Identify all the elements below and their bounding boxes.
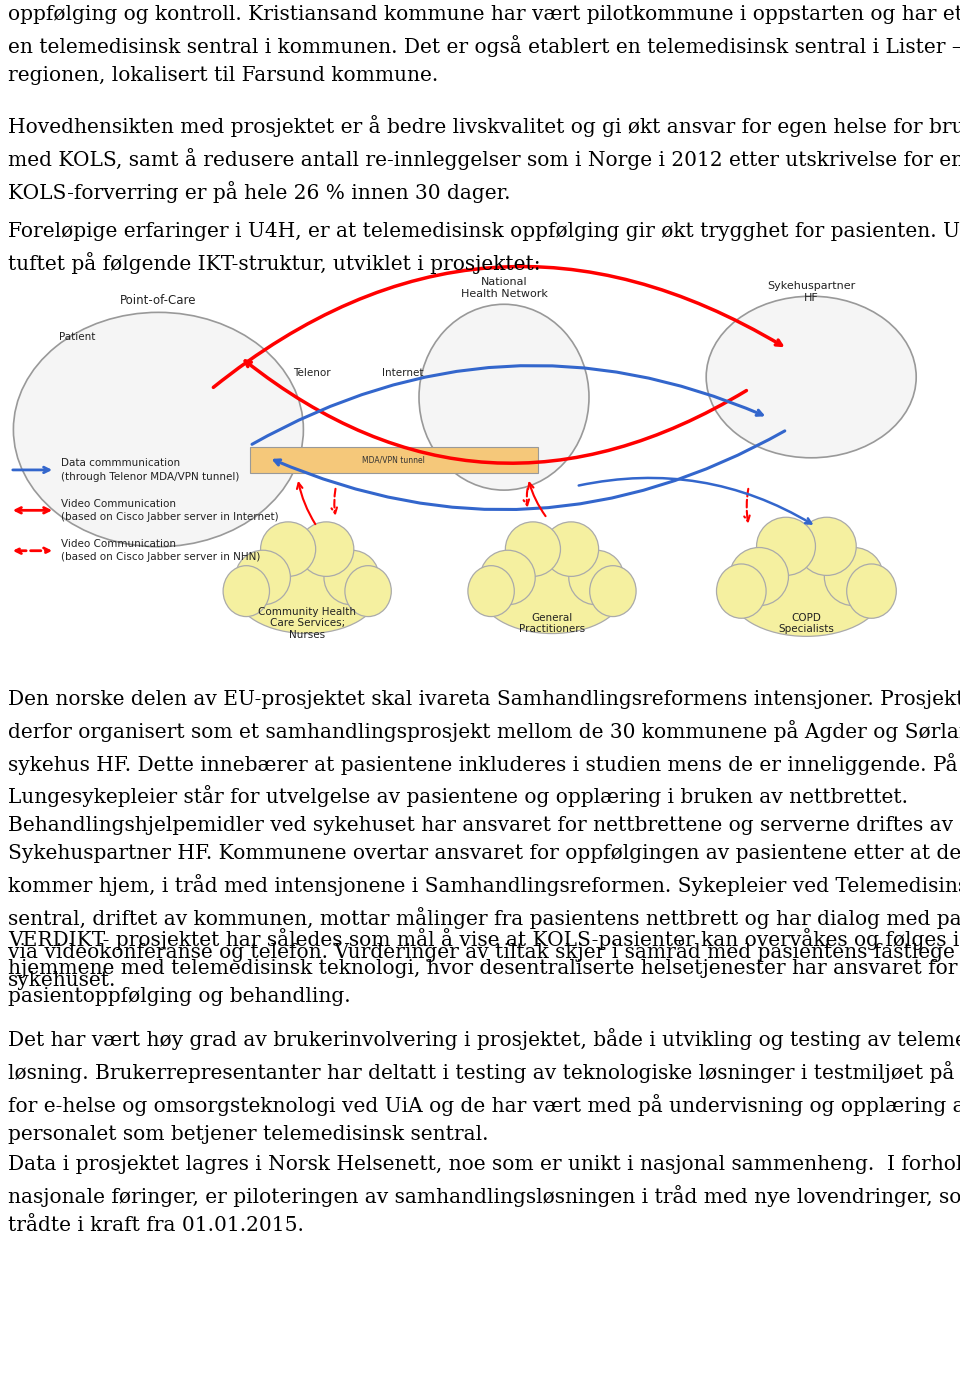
Text: Video Communication
(based on Cisco Jabber server in Internet): Video Communication (based on Cisco Jabb… [61,498,278,522]
Ellipse shape [480,550,536,605]
Ellipse shape [847,564,897,619]
Ellipse shape [234,549,380,634]
Text: Telenor: Telenor [293,368,331,378]
Text: Det har vært høy grad av brukerinvolvering i prosjektet, både i utvikling og tes: Det har vært høy grad av brukerinvolveri… [8,1028,960,1144]
Text: Sykehuspartner
HF: Sykehuspartner HF [767,281,855,302]
Ellipse shape [729,546,884,637]
Text: Internet: Internet [382,368,424,378]
Ellipse shape [756,517,815,575]
Ellipse shape [716,564,766,619]
Text: COPD
Specialists: COPD Specialists [779,613,834,634]
Text: Community Health
Care Services;
Nurses: Community Health Care Services; Nurses [258,606,356,640]
Ellipse shape [730,547,788,606]
Ellipse shape [825,547,883,606]
Ellipse shape [419,304,589,490]
Text: MDA/VPN tunnel: MDA/VPN tunnel [362,455,425,465]
Ellipse shape [235,550,291,605]
Ellipse shape [707,297,916,458]
Text: National
Health Network: National Health Network [461,277,547,300]
Text: Patient: Patient [59,332,95,342]
Bar [250,447,538,473]
Text: VERDIKT- prosjektet har således som mål å vise at KOLS-pasienter kan overvåkes o: VERDIKT- prosjektet har således som mål … [8,928,960,1007]
Ellipse shape [543,522,599,577]
Text: Den norske delen av EU-prosjektet skal ivareta Samhandlingsreformens intensjoner: Den norske delen av EU-prosjektet skal i… [8,690,960,990]
Ellipse shape [299,522,354,577]
Text: Data commmunication
(through Telenor MDA/VPN tunnel): Data commmunication (through Telenor MDA… [61,458,239,482]
Ellipse shape [260,522,316,577]
Ellipse shape [468,566,515,616]
Text: Foreløpige erfaringer i U4H, er at telemedisinsk oppfølging gir økt trygghet for: Foreløpige erfaringer i U4H, er at telem… [8,223,960,274]
Text: Video Communication
(based on Cisco Jabber server in NHN): Video Communication (based on Cisco Jabb… [61,539,260,563]
Ellipse shape [13,312,303,546]
Ellipse shape [589,566,636,616]
Text: Point-of-Care: Point-of-Care [120,294,197,307]
Text: General
Practitioners: General Practitioners [519,613,585,634]
Ellipse shape [345,566,392,616]
Ellipse shape [568,550,624,605]
Ellipse shape [324,550,379,605]
Ellipse shape [505,522,561,577]
Ellipse shape [223,566,270,616]
Text: Hovedhensikten med prosjektet er å bedre livskvalitet og gi økt ansvar for egen : Hovedhensikten med prosjektet er å bedre… [8,115,960,203]
Ellipse shape [479,549,625,634]
Text: oppfølging og kontroll. Kristiansand kommune har vært pilotkommune i oppstarten : oppfølging og kontroll. Kristiansand kom… [8,6,960,85]
Text: Data i prosjektet lagres i Norsk Helsenett, noe som er unikt i nasjonal sammenhe: Data i prosjektet lagres i Norsk Helsene… [8,1155,960,1235]
Ellipse shape [798,517,856,575]
